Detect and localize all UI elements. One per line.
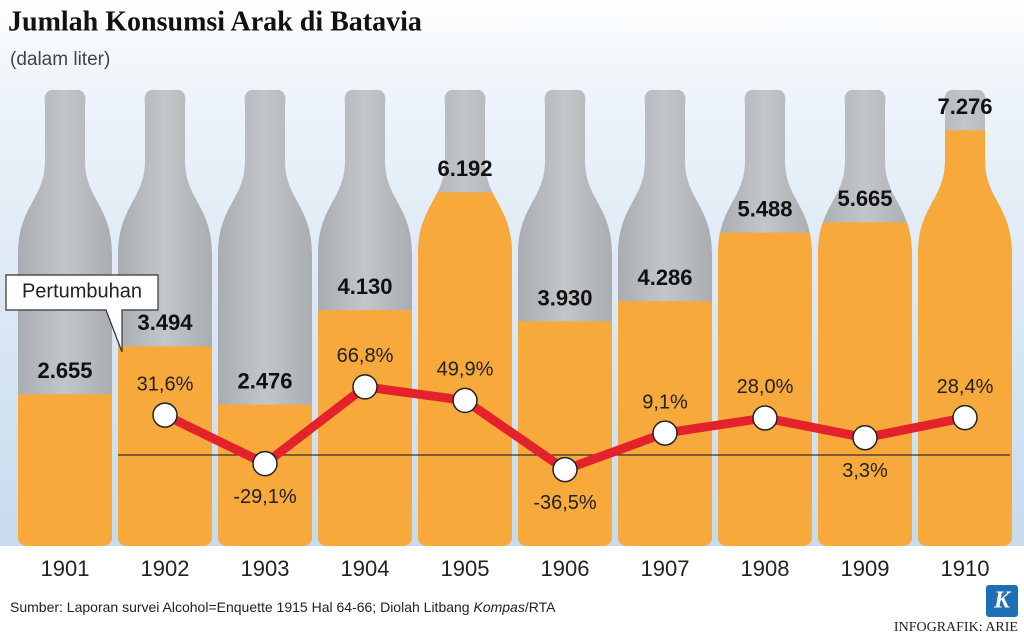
growth-point	[752, 405, 778, 431]
x-tick-label: 1903	[241, 556, 290, 581]
bar	[118, 346, 212, 546]
growth-point	[452, 387, 478, 414]
growth-label: 31,6%	[137, 373, 194, 395]
bar	[318, 310, 412, 546]
growth-label: 28,0%	[737, 376, 794, 398]
bar	[518, 321, 612, 546]
growth-label: 66,8%	[337, 345, 394, 367]
growth-label: -29,1%	[233, 486, 297, 508]
value-label: 2.655	[37, 358, 92, 383]
callout: Pertumbuhan	[5, 274, 159, 353]
bar	[18, 394, 112, 546]
source-text: Sumber: Laporan survei Alcohol=Enquette …	[10, 599, 473, 615]
bar	[418, 192, 512, 546]
credit: INFOGRAFIK: ARIE	[894, 620, 1018, 635]
growth-label: -36,5%	[533, 492, 597, 514]
value-label: 4.286	[637, 265, 692, 290]
chart-subtitle: (dalam liter)	[10, 49, 110, 70]
growth-point	[352, 374, 378, 400]
value-label: 6.192	[437, 156, 492, 181]
x-tick-label: 1907	[641, 556, 690, 581]
chart-title: Jumlah Konsumsi Arak di Batavia	[8, 6, 422, 37]
callout-box	[5, 274, 159, 353]
source-italic: Kompas	[473, 599, 524, 615]
x-tick-label: 1910	[941, 556, 990, 581]
source-end: /RTA	[525, 599, 556, 615]
value-label: 3.494	[137, 310, 193, 335]
bar	[818, 222, 912, 546]
bar	[718, 232, 812, 546]
source: Sumber: Laporan survei Alcohol=Enquette …	[10, 599, 556, 615]
legend-label: Pertumbuhan	[22, 280, 142, 302]
x-tick-label: 1904	[341, 556, 390, 581]
logo-box	[986, 585, 1018, 617]
x-tick-label: 1909	[841, 556, 890, 581]
growth-point	[552, 456, 578, 483]
value-label: 3.930	[537, 285, 592, 310]
x-tick-label: 1908	[741, 556, 790, 581]
value-label: 4.130	[337, 274, 392, 299]
growth-point	[952, 404, 978, 431]
value-label: 7.276	[937, 94, 992, 119]
growth-point	[852, 424, 878, 451]
x-tick-label: 1905	[441, 556, 490, 581]
growth-label: 28,4%	[937, 376, 994, 398]
growth-label: 9,1%	[642, 391, 688, 413]
growth-label: 3,3%	[842, 460, 888, 482]
value-label: 5.665	[837, 186, 892, 211]
logo: K	[993, 588, 1012, 614]
growth-label: 49,9%	[437, 359, 494, 381]
value-label: 5.488	[737, 196, 792, 221]
x-tick-label: 1902	[141, 556, 190, 581]
growth-point	[252, 450, 278, 477]
growth-point	[152, 402, 178, 428]
growth-point	[652, 420, 678, 446]
value-label: 2.476	[237, 368, 292, 393]
x-tick-label: 1901	[41, 556, 90, 581]
x-tick-label: 1906	[541, 556, 590, 581]
